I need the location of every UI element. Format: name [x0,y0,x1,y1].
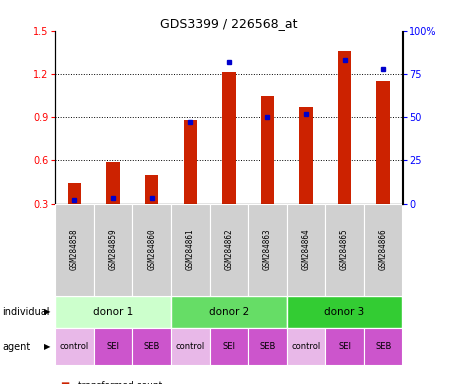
Bar [67,184,81,204]
Text: individual: individual [2,307,50,317]
Bar [299,107,312,204]
Bar [363,204,402,296]
Text: SEI: SEI [106,342,119,351]
Text: control: control [175,342,204,351]
Bar [363,328,402,365]
Text: ■: ■ [60,381,69,384]
Bar [145,175,158,204]
Bar [286,328,325,365]
Bar [260,96,274,204]
Title: GDS3399 / 226568_at: GDS3399 / 226568_at [160,17,297,30]
Text: agent: agent [2,341,30,352]
Text: GSM284860: GSM284860 [147,229,156,270]
Bar [55,204,94,296]
Bar [171,204,209,296]
Text: GSM284861: GSM284861 [185,229,194,270]
Bar [222,73,235,204]
Bar [209,204,247,296]
Text: control: control [60,342,89,351]
Text: GSM284865: GSM284865 [339,229,348,270]
Bar [247,204,286,296]
Text: GSM284866: GSM284866 [378,229,387,270]
Text: SEB: SEB [374,342,391,351]
Bar [375,81,389,204]
Bar [337,51,351,204]
Bar [132,328,171,365]
Bar [286,204,325,296]
Text: transformed count: transformed count [78,381,162,384]
Bar [94,328,132,365]
Text: donor 3: donor 3 [324,307,364,317]
Text: SEI: SEI [337,342,350,351]
Text: control: control [291,342,320,351]
Bar [209,328,247,365]
Bar [94,204,132,296]
Bar [325,328,363,365]
Text: GSM284863: GSM284863 [263,229,271,270]
Text: GSM284859: GSM284859 [108,229,118,270]
Bar [171,328,209,365]
Bar [106,162,120,204]
Bar [247,328,286,365]
Bar [55,328,94,365]
Text: donor 1: donor 1 [93,307,133,317]
Bar [132,204,171,296]
Bar [325,204,363,296]
Text: ▶: ▶ [44,308,50,316]
Bar [55,296,171,328]
Bar [171,296,286,328]
Text: SEB: SEB [143,342,160,351]
Text: GSM284864: GSM284864 [301,229,310,270]
Bar [183,120,196,204]
Text: GSM284858: GSM284858 [70,229,79,270]
Bar [286,296,402,328]
Text: SEB: SEB [259,342,275,351]
Text: ▶: ▶ [44,342,50,351]
Text: SEI: SEI [222,342,235,351]
Text: donor 2: donor 2 [208,307,248,317]
Text: GSM284862: GSM284862 [224,229,233,270]
